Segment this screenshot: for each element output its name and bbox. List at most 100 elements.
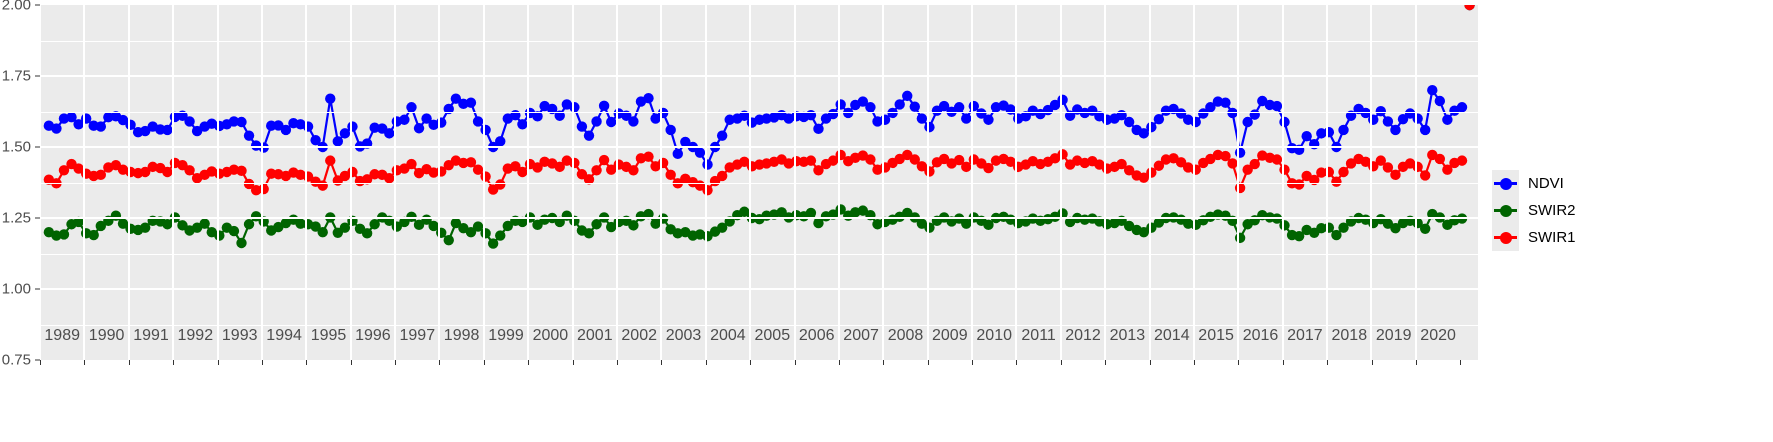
x-axis-year-label: 1989 [44, 327, 80, 344]
gridline-vertical-major [660, 5, 663, 360]
series-layer [43, 5, 1475, 249]
data-point [443, 234, 454, 246]
legend-key-point [1499, 204, 1512, 217]
y-axis-tick-mark [35, 288, 40, 290]
data-point [465, 227, 477, 238]
x-axis-tick-mark [40, 360, 41, 365]
data-point [1338, 124, 1349, 136]
data-point [458, 157, 469, 169]
data-point [88, 229, 99, 241]
y-axis-tick-mark [35, 4, 40, 6]
data-point [1227, 158, 1238, 169]
gridline-vertical-major [1326, 5, 1329, 360]
data-point [243, 219, 255, 230]
data-point [369, 169, 380, 180]
data-point [1419, 170, 1431, 181]
data-point [369, 122, 380, 133]
data-point [961, 161, 972, 173]
data-point [554, 161, 565, 173]
gridline-vertical-major [438, 5, 441, 360]
data-point [1390, 124, 1401, 136]
data-point [598, 154, 610, 166]
data-point [628, 165, 639, 176]
gridline-vertical-major [482, 5, 485, 360]
x-axis-tick-mark [572, 360, 574, 365]
x-axis-tick-mark [528, 360, 530, 365]
x-axis-year-label: 2001 [577, 327, 613, 344]
data-point [139, 222, 151, 233]
x-axis-year-label: 2007 [843, 327, 879, 344]
x-axis-tick-mark [838, 360, 840, 365]
data-point [1153, 160, 1165, 171]
gridline-vertical-major [1237, 5, 1240, 360]
legend-item-swir1[interactable]: SWIR1 [1492, 224, 1612, 251]
data-point [472, 221, 484, 232]
data-point [243, 130, 255, 141]
data-point [317, 227, 328, 238]
data-point [938, 153, 950, 165]
x-axis-year-label: 1997 [399, 327, 436, 344]
data-point [813, 123, 824, 135]
legend-item-ndvi[interactable]: NDVI [1492, 170, 1612, 197]
data-point [1464, 5, 1475, 11]
data-point [827, 155, 839, 166]
data-point [310, 134, 321, 146]
data-point [51, 123, 62, 134]
x-axis-year-label: 2019 [1375, 327, 1412, 344]
data-point [1442, 114, 1453, 125]
x-axis-year-label: 1996 [355, 327, 391, 344]
data-point [428, 220, 439, 232]
chart-legend: NDVI SWIR2 SWIR1 [1492, 170, 1612, 251]
legend-item-swir2[interactable]: SWIR2 [1492, 197, 1612, 224]
data-point [95, 169, 106, 181]
data-point [865, 154, 876, 165]
data-point [606, 221, 617, 233]
data-point [1049, 99, 1061, 111]
data-point [1293, 179, 1305, 190]
data-point [1316, 167, 1327, 178]
data-point [1271, 100, 1283, 112]
x-axis-year-label: 2008 [887, 327, 924, 344]
data-point [1249, 158, 1260, 170]
gridline-vertical-major [260, 5, 263, 360]
data-point [1338, 222, 1349, 233]
x-axis-year-label: 1998 [443, 327, 480, 344]
gridline-horizontal-minor [40, 40, 1478, 42]
data-point [716, 222, 728, 233]
data-point [805, 207, 817, 219]
data-point [1375, 106, 1387, 117]
data-point [361, 174, 373, 185]
x-axis-tick-mark [1105, 360, 1107, 365]
gridline-vertical-major [1148, 5, 1151, 360]
data-point [95, 121, 106, 132]
data-point [58, 165, 70, 176]
data-point [510, 109, 521, 121]
gridline-vertical-major [172, 5, 175, 360]
data-point [73, 216, 84, 228]
data-point [672, 148, 683, 160]
x-axis-tick-mark [350, 360, 352, 365]
data-point [813, 165, 824, 176]
data-point [465, 157, 477, 168]
data-point [813, 217, 824, 229]
data-point [983, 162, 994, 174]
data-point [1382, 116, 1394, 127]
data-point [421, 113, 432, 124]
gridline-vertical-major [394, 5, 397, 360]
gridline-vertical-major [216, 5, 219, 360]
data-point [58, 229, 70, 240]
data-point [961, 218, 972, 229]
data-point [1331, 176, 1342, 187]
x-axis-year-label: 2003 [665, 327, 702, 344]
data-point [643, 92, 654, 104]
x-axis-tick-mark [1282, 360, 1284, 365]
data-point [369, 219, 380, 230]
data-point [554, 216, 565, 228]
data-point [1123, 116, 1135, 128]
data-point [413, 219, 425, 231]
data-point [643, 208, 654, 220]
x-axis-tick-mark [794, 360, 796, 365]
data-point [1220, 150, 1231, 162]
x-axis-year-label: 2014 [1154, 327, 1190, 344]
legend-key-point [1499, 231, 1512, 244]
